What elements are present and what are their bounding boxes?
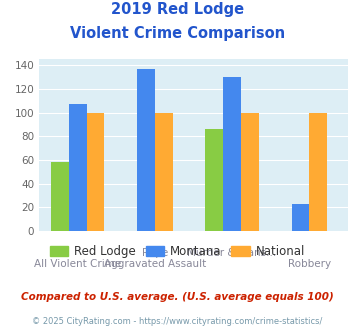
- Text: Murder & Mans...: Murder & Mans...: [187, 248, 277, 258]
- Legend: Red Lodge, Montana, National: Red Lodge, Montana, National: [45, 241, 310, 263]
- Bar: [206, 129, 223, 231]
- Text: 2019 Red Lodge: 2019 Red Lodge: [111, 2, 244, 16]
- Bar: [223, 77, 241, 231]
- Bar: [309, 113, 327, 231]
- Text: Violent Crime Comparison: Violent Crime Comparison: [70, 26, 285, 41]
- Text: Compared to U.S. average. (U.S. average equals 100): Compared to U.S. average. (U.S. average …: [21, 292, 334, 302]
- Bar: [241, 113, 259, 231]
- Text: Rape: Rape: [142, 248, 168, 258]
- Text: Aggravated Assault: Aggravated Assault: [104, 259, 206, 269]
- Bar: [137, 69, 155, 231]
- Bar: [155, 113, 173, 231]
- Text: Robbery: Robbery: [288, 259, 331, 269]
- Text: All Violent Crime: All Violent Crime: [34, 259, 121, 269]
- Bar: [69, 104, 87, 231]
- Bar: [87, 113, 104, 231]
- Text: © 2025 CityRating.com - https://www.cityrating.com/crime-statistics/: © 2025 CityRating.com - https://www.city…: [32, 317, 323, 326]
- Bar: [291, 204, 309, 231]
- Bar: [51, 162, 69, 231]
